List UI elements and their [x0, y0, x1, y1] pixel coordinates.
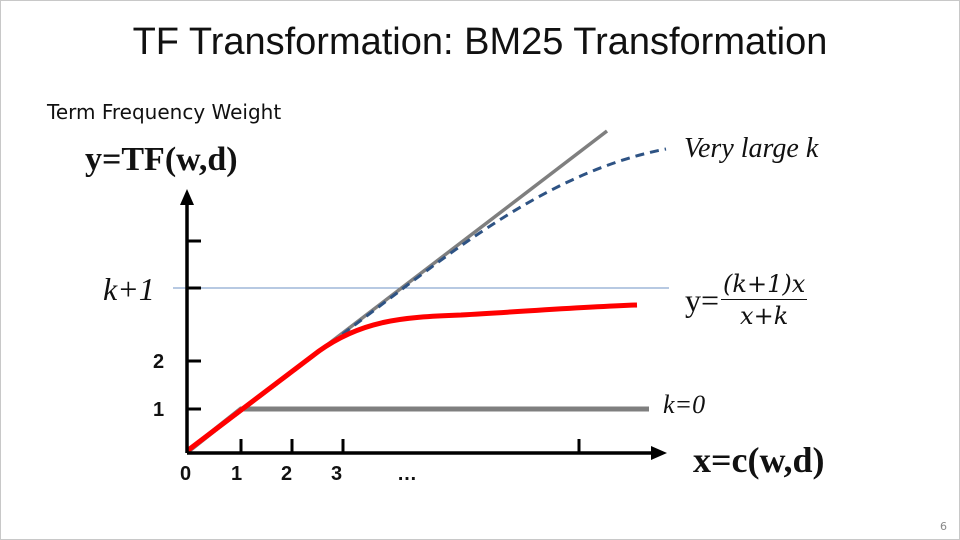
x-tick-label: 0 — [180, 463, 192, 485]
bm25-formula: y= (k+1)x x+k — [685, 269, 808, 332]
bm25-curve — [185, 302, 638, 453]
x-tick-label: 1 — [231, 463, 243, 485]
slide-title: TF Transformation: BM25 Transformation — [132, 21, 828, 63]
formula-lhs: y= — [685, 282, 720, 319]
k-zero-label: k=0 — [663, 390, 706, 419]
x-axis-label: x=c(w,d) — [693, 440, 825, 480]
formula-denominator: x+k — [740, 302, 789, 330]
chart-caption: Term Frequency Weight — [47, 100, 282, 124]
formula-fraction: (k+1)x x+k — [721, 269, 808, 332]
y-tick-label: 1 — [153, 399, 165, 421]
y-axis-label: y=TF(w,d) — [85, 141, 238, 178]
y-axis-arrow — [180, 189, 194, 205]
very-large-k-label: Very large k — [684, 133, 819, 164]
x-tick-label: 2 — [281, 463, 293, 485]
formula-numerator: (k+1)x — [721, 270, 808, 300]
y-tick-label: 2 — [153, 351, 165, 373]
very-large-k-curve — [186, 147, 667, 454]
x-axis-arrow — [651, 446, 667, 460]
x-tick-label: 3 — [331, 463, 343, 485]
page-number: 6 — [940, 520, 947, 533]
x-tick-label: … — [397, 463, 417, 485]
k-plus-1-label: k+1 — [103, 271, 155, 307]
